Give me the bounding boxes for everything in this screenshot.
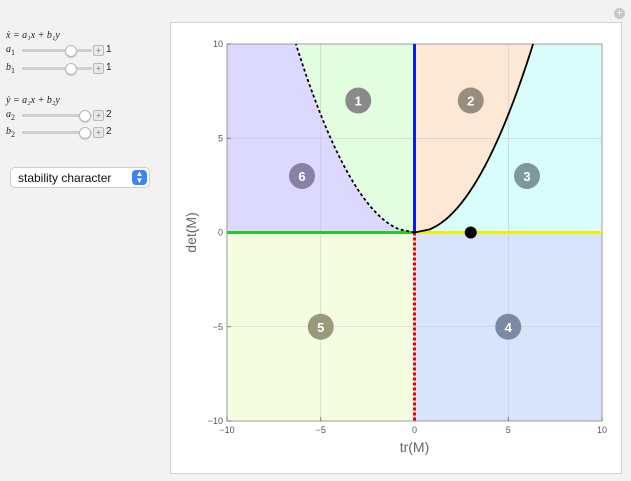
region-badge-circle — [495, 313, 522, 340]
y-tick-label: 10 — [213, 39, 223, 49]
equation-xdot: ẋ = a₁x + b₁y — [6, 30, 60, 41]
dropdown-selected-label: stability character — [18, 171, 112, 185]
slider-label-a1: a1 — [6, 44, 15, 57]
slider-a2[interactable] — [22, 110, 92, 122]
expand-plus-icon[interactable]: + — [93, 45, 104, 56]
region-4-badge: 4 — [495, 313, 522, 340]
equation-ydot: ẏ = a₂x + b₂y — [6, 95, 60, 106]
slider-value-a2: 2 — [106, 109, 112, 120]
region-2-badge: 2 — [457, 87, 484, 114]
slider-label-a2: a2 — [6, 109, 15, 122]
x-tick-label: −10 — [219, 425, 234, 435]
slider-thumb[interactable] — [64, 63, 77, 75]
slider-thumb[interactable] — [79, 127, 92, 139]
region-badge-label: 3 — [523, 169, 530, 184]
region-3-badge: 3 — [514, 162, 540, 189]
region-badge-circle — [457, 87, 484, 114]
slider-thumb[interactable] — [64, 45, 77, 57]
slider-b1[interactable] — [22, 63, 92, 75]
region-badge-label: 1 — [355, 94, 362, 109]
x-axis-label: tr(M) — [400, 439, 430, 455]
region-badge-label: 5 — [317, 320, 324, 335]
x-tick-label: 0 — [412, 425, 417, 435]
slider-row-a2: a2 + 2 — [6, 109, 166, 122]
slider-row-b1: b1 + 1 — [6, 62, 166, 75]
corner-plus-icon[interactable]: + — [614, 8, 625, 19]
region-badge-label: 2 — [467, 94, 474, 109]
region-6-badge: 6 — [289, 162, 315, 189]
slider-thumb[interactable] — [79, 110, 92, 122]
region-1-badge: 1 — [345, 87, 372, 114]
current-point-locator[interactable] — [464, 226, 477, 239]
region-5-badge: 5 — [307, 313, 334, 340]
slider-value-a1: 1 — [106, 44, 112, 55]
expand-plus-icon[interactable]: + — [93, 127, 104, 138]
region-badge-circle — [307, 313, 334, 340]
x-tick-label: 5 — [506, 425, 511, 435]
slider-value-b1: 1 — [106, 62, 112, 73]
region-badge-label: 6 — [298, 169, 305, 184]
region-badge-circle — [514, 162, 540, 189]
region-badge-label: 4 — [505, 320, 513, 335]
stability-plot: −10−10 −5 −5 0 0 5 5 10 10 tr(M) det(M) 1 2 3 4 5 6 — [183, 39, 607, 455]
x-tick-label: −5 — [316, 425, 326, 435]
parabola-left-curve — [295, 43, 415, 234]
chevron-updown-icon: ▲ ▼ — [132, 170, 147, 185]
stability-dropdown[interactable]: stability character ▲ ▼ — [10, 167, 150, 188]
slider-value-b2: 2 — [106, 126, 112, 137]
slider-label-b2: b2 — [6, 126, 15, 139]
slider-row-a1: a1 + 1 — [6, 44, 166, 57]
region-badge-circle — [289, 162, 315, 189]
slider-row-b2: b2 + 2 — [6, 126, 166, 139]
expand-plus-icon[interactable]: + — [93, 63, 104, 74]
slider-b2[interactable] — [22, 127, 92, 139]
y-tick-label: −10 — [208, 416, 223, 426]
y-tick-label: 5 — [218, 133, 223, 143]
region-badge-circle — [345, 87, 372, 114]
y-axis-label: det(M) — [183, 212, 199, 252]
x-tick-label: 10 — [597, 425, 607, 435]
slider-label-b1: b1 — [6, 62, 15, 75]
y-tick-label: 0 — [218, 228, 223, 238]
control-panel: ẋ = a₁x + b₁y a1 + 1 b1 + 1 ẏ = a₂x + b₂… — [0, 0, 168, 481]
plot-panel: −10 −10 −5 −5 0 0 5 5 10 10 tr(M) det(M) 1 2 3 4 5 6 — [170, 22, 622, 474]
parabola-right-curve — [414, 43, 534, 234]
y-tick-label: −5 — [213, 322, 223, 332]
expand-plus-icon[interactable]: + — [93, 110, 104, 121]
slider-a1[interactable] — [22, 45, 92, 57]
